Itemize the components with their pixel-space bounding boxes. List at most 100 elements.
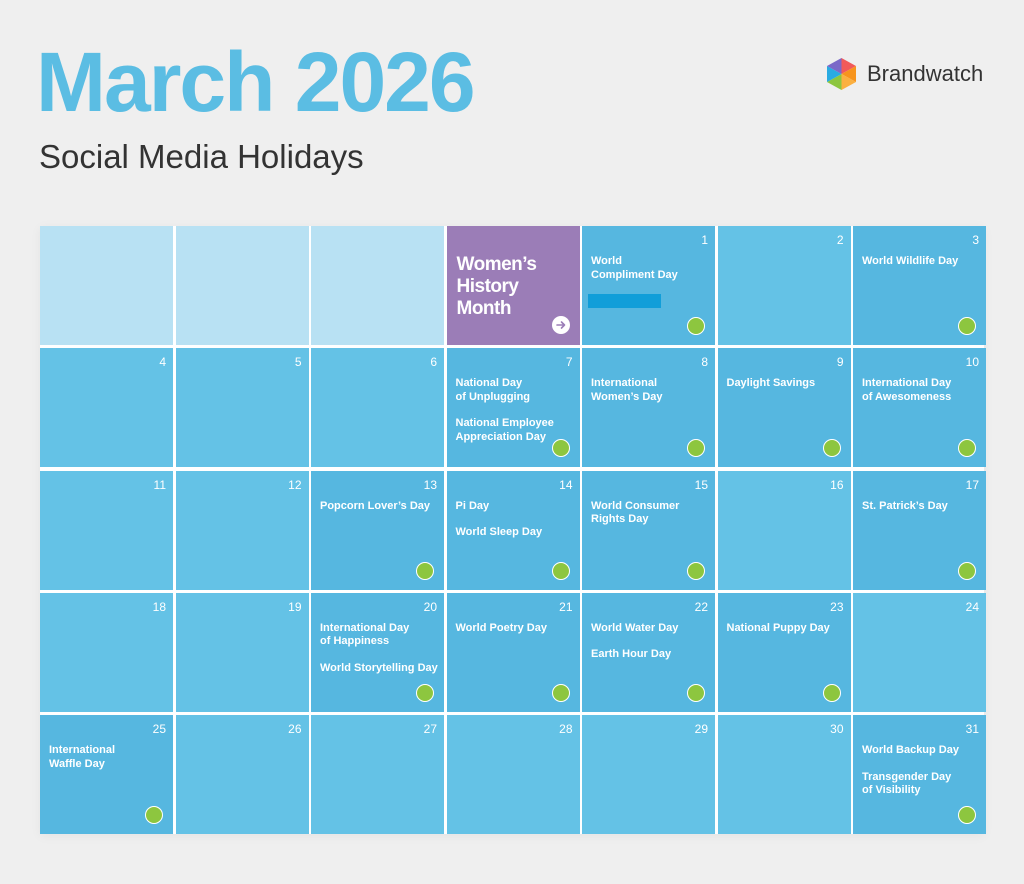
day-number: 30: [830, 722, 844, 736]
day-number: 4: [159, 355, 166, 370]
event-label: World Wildlife Day: [862, 255, 959, 267]
event-label: Daylight Savings: [726, 377, 816, 390]
day-number: 7: [565, 355, 573, 370]
status-badge-icon: [822, 683, 841, 702]
day-number: 10: [965, 355, 979, 370]
event-list: World Poetry Day: [456, 622, 574, 636]
calendar-day-cell[interactable]: 3 World Wildlife Day: [853, 226, 986, 345]
calendar-day-cell[interactable]: 7 National Day of Unplugging National Empl…: [446, 348, 580, 468]
event-label: International Waffle Day: [49, 744, 116, 770]
calendar-day-cell[interactable]: 26: [175, 715, 309, 834]
event-list: Daylight Savings: [727, 377, 845, 391]
event-label: International Women’s Day: [591, 377, 663, 403]
status-badge-icon: [551, 561, 570, 580]
calendar-empty-cell: [40, 226, 173, 345]
calendar-day-cell[interactable]: 18: [40, 592, 173, 712]
day-number: 26: [288, 722, 302, 736]
calendar-day-cell[interactable]: 15 World Consumer Rights Day: [582, 470, 715, 590]
status-badge-icon: [551, 683, 570, 702]
calendar-day-cell[interactable]: 31 World Backup Day Transgender Day of Vis…: [853, 715, 986, 834]
day-number: 22: [694, 599, 708, 614]
page-subtitle: Social Media Holidays: [39, 138, 364, 175]
event-label: St. Patrick’s Day: [862, 499, 948, 512]
calendar-day-cell[interactable]: 2: [717, 226, 851, 345]
calendar-day-cell[interactable]: 1 World Compliment Day: [582, 226, 715, 345]
event-label: Popcorn Lover’s Day: [320, 499, 431, 512]
day-number: 27: [423, 722, 437, 736]
event-list: International Day of Awesomeness: [862, 377, 980, 404]
day-number: 15: [694, 477, 708, 492]
calendar-day-cell[interactable]: 22 World Water Day Earth Hour Day: [582, 592, 715, 712]
event-label: World Consumer Rights Day: [591, 499, 680, 526]
event-list: National Puppy Day: [727, 622, 845, 636]
calendar-day-cell[interactable]: 30: [717, 715, 851, 834]
status-badge-icon: [958, 806, 976, 824]
event-label: International Day of Happiness: [320, 621, 410, 648]
day-number: 1: [701, 233, 708, 247]
calendar-day-cell[interactable]: 5: [175, 348, 309, 468]
calendar-day-cell[interactable]: 25 International Waffle Day: [40, 715, 173, 834]
day-number: 24: [965, 599, 979, 614]
event-list: Pi Day World Sleep Day: [456, 500, 574, 540]
calendar-day-cell[interactable]: 6: [311, 348, 444, 468]
day-number: 29: [694, 722, 708, 736]
event-label: National Employee Appreciation Day: [455, 417, 554, 443]
brand-name: Brandwatch: [867, 61, 984, 86]
calendar-grid: Women’s History Month 1 World Compliment D…: [40, 226, 986, 834]
calendar-day-cell[interactable]: 24: [853, 592, 986, 712]
event-label: World Storytelling Day: [320, 661, 438, 674]
status-badge-icon: [958, 317, 976, 335]
calendar-day-cell[interactable]: 13 Popcorn Lover’s Day: [311, 470, 444, 590]
day-number: 5: [294, 355, 302, 370]
event-label: World Backup Day: [862, 744, 959, 756]
event-list: National Day of Unplugging National Emplo…: [456, 377, 574, 444]
status-badge-icon: [958, 439, 976, 458]
day-number: 28: [559, 722, 573, 736]
event-label: World Compliment Day: [591, 255, 678, 281]
calendar-day-cell[interactable]: 14 Pi Day World Sleep Day: [446, 470, 580, 590]
calendar-day-cell[interactable]: 20 International Day of Happiness World St…: [311, 592, 444, 712]
status-badge-icon: [416, 561, 434, 580]
calendar-day-cell[interactable]: 19: [175, 592, 309, 712]
day-number: 18: [152, 599, 166, 614]
calendar-empty-cell: [175, 226, 309, 345]
event-label: Transgender Day of Visibility: [862, 770, 952, 797]
event-list: World Water Day Earth Hour Day: [591, 622, 709, 662]
status-badge-icon: [687, 561, 705, 580]
day-number: 17: [965, 477, 979, 492]
calendar-day-cell[interactable]: 23 National Puppy Day: [717, 592, 851, 712]
status-badge-icon: [687, 317, 705, 335]
calendar-day-cell[interactable]: 12: [175, 470, 309, 590]
calendar-day-cell[interactable]: 10 International Day of Awesomeness: [853, 348, 986, 468]
event-list: Popcorn Lover’s Day: [320, 500, 438, 514]
calendar-day-cell[interactable]: 17 St. Patrick’s Day: [853, 470, 986, 590]
calendar-day-cell[interactable]: 28: [446, 715, 580, 834]
status-badge-icon: [145, 806, 163, 824]
day-number: 13: [423, 477, 437, 492]
calendar-day-cell[interactable]: 4: [40, 348, 173, 468]
brandwatch-logo-icon: [824, 56, 859, 92]
brand-logo[interactable]: Brandwatch: [824, 56, 983, 92]
calendar-day-cell[interactable]: 27: [311, 715, 444, 834]
highlight-bar: [588, 294, 661, 308]
calendar-day-cell[interactable]: 8 International Women’s Day: [582, 348, 715, 468]
calendar-day-cell[interactable]: 9 Daylight Savings: [717, 348, 851, 468]
day-number: 11: [153, 477, 166, 492]
day-number: 31: [965, 722, 979, 736]
event-list: St. Patrick’s Day: [862, 500, 980, 514]
day-number: 14: [559, 477, 573, 492]
day-number: 9: [836, 355, 844, 370]
arrow-right-icon[interactable]: [551, 316, 570, 334]
event-label: National Puppy Day: [726, 621, 830, 634]
event-list: International Day of Happiness World Stor…: [320, 622, 438, 676]
featured-month-card[interactable]: Women’s History Month: [446, 226, 580, 345]
day-number: 23: [830, 599, 844, 614]
calendar-day-cell[interactable]: 16: [717, 470, 851, 590]
calendar-day-cell[interactable]: 21 World Poetry Day: [446, 592, 580, 712]
calendar-day-cell[interactable]: 29: [582, 715, 715, 834]
calendar-day-cell[interactable]: 11: [40, 470, 173, 590]
event-list: World Compliment Day: [591, 255, 709, 282]
status-badge-icon: [416, 683, 434, 702]
day-number: 3: [972, 233, 979, 247]
event-label: World Water Day: [591, 621, 679, 634]
